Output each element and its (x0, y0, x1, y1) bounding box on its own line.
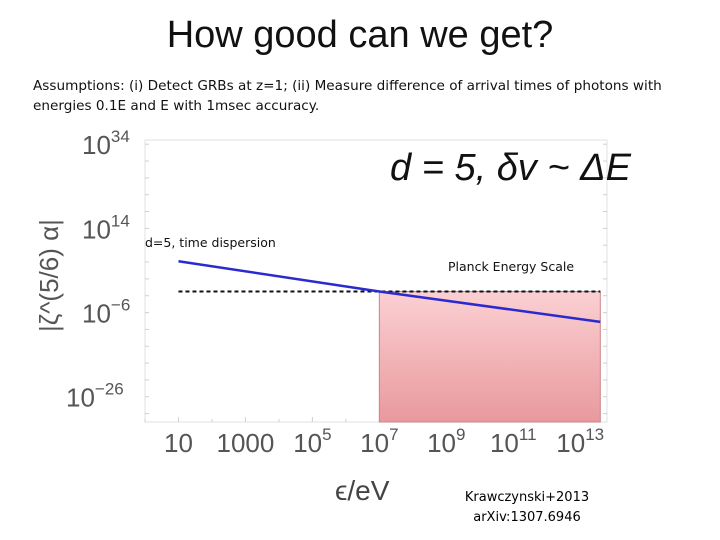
slide-title: How good can we get? (166, 14, 554, 56)
x-tick-label: 1000 (217, 428, 275, 458)
y-tick-label: 10−26 (66, 380, 124, 413)
x-tick-label: 1011 (490, 425, 537, 458)
reference-author: Krawczynski+2013 (464, 490, 590, 505)
y-tick-label: 1034 (82, 127, 130, 160)
planck-label: Planck Energy Scale (448, 259, 574, 274)
series-line-0 (178, 259, 601, 324)
x-tick-labels: 10 1000 105 107 109 1011 1013 (164, 425, 604, 458)
y-tick-labels: 1034 1014 10−6 10−26 (66, 127, 130, 413)
x-tick-label: 1013 (556, 425, 604, 458)
x-tick-label: 10 (164, 428, 193, 458)
series-layer (178, 259, 601, 324)
y-axis-label: |ζ^(5/6) α| (34, 219, 64, 332)
y-tick-label: 1014 (82, 211, 130, 244)
excluded-region (378, 291, 601, 423)
x-axis-label: ϵ/eV (335, 475, 390, 506)
x-tick-label: 109 (427, 425, 465, 458)
x-tick-label: 105 (293, 425, 331, 458)
y-tick-label: 10−6 (82, 296, 130, 329)
chart-title: d = 5, δv ~ ΔE (390, 147, 632, 189)
assumptions-text: Assumptions: (i) Detect GRBs at z=1; (ii… (33, 78, 662, 114)
x-tick-label: 107 (360, 425, 398, 458)
reference-arxiv: arXiv:1307.6946 (473, 510, 581, 525)
series-label: d=5, time dispersion (145, 235, 276, 250)
reference-citation: Krawczynski+2013 arXiv:1307.6946 (452, 488, 602, 528)
